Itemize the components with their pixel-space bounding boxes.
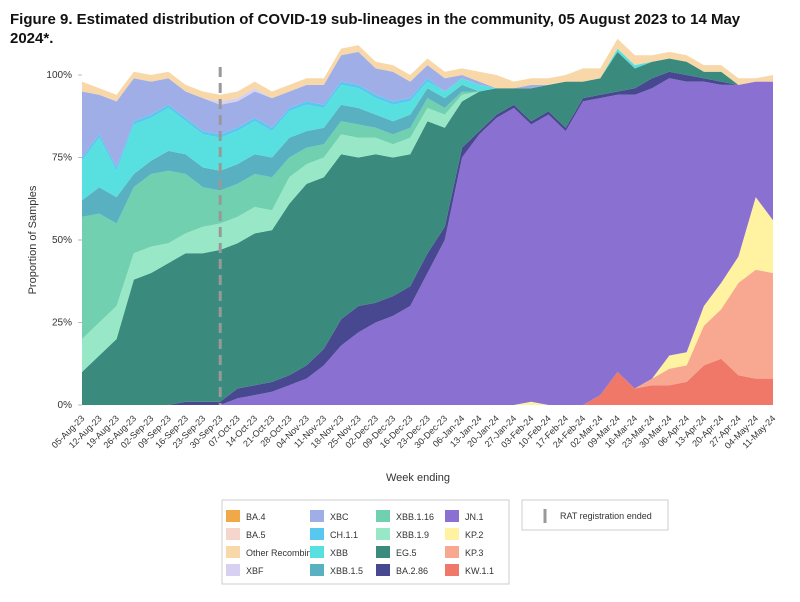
y-tick-label: 75% [52,153,72,164]
legend-label: BA.5 [246,530,266,540]
x-axis-title: Week ending [386,472,450,484]
legend-label: Other Recombinant [246,548,325,558]
annotation-legend-label: RAT registration ended [560,511,652,521]
legend-swatch [310,546,324,558]
chart-title: Figure 9. Estimated distribution of COVI… [10,11,741,47]
legend-box [221,499,510,585]
area [82,78,773,406]
y-tick-label: 50% [52,235,72,246]
legend-swatch [376,546,390,558]
y-axis-title: Proportion of Samples [27,185,39,294]
legend-swatch [445,546,459,558]
legend-label: XBF [246,566,264,576]
legend-swatch [226,510,240,522]
legend-swatch [226,564,240,576]
legend-swatch [376,564,390,576]
annotation-legend-box [521,499,669,531]
legend-swatch [226,528,240,540]
area [82,358,773,405]
legend-label: CH.1.1 [330,530,358,540]
legend-label: KP.2 [465,530,483,540]
legend-swatch [445,510,459,522]
legend-label: EG.5 [396,548,417,558]
y-tick-label: 100% [46,70,72,81]
legend-swatch [310,564,324,576]
legend-label: KP.3 [465,548,483,558]
legend-label: XBB.1.5 [330,566,363,576]
legend-label: BA.2.86 [396,566,428,576]
legend-swatch [310,528,324,540]
legend-swatch [376,528,390,540]
legend-label: BA.4 [246,512,266,522]
legend-label: XBC [330,512,349,522]
area [82,48,773,105]
legend-label: XBB [330,548,348,558]
plot-area [82,38,773,406]
area [82,51,773,406]
legend-swatch [445,564,459,576]
legend-label: KW.1.1 [465,566,494,576]
y-tick-label: 0% [58,400,73,411]
y-tick-label: 25% [52,318,72,329]
legend-swatch [310,510,324,522]
legend-swatch [226,546,240,558]
area [82,38,773,102]
legend-label: XBB.1.9 [396,530,429,540]
legend-swatch [376,510,390,522]
legend-swatch [445,528,459,540]
legend-label: XBB.1.16 [396,512,434,522]
legend-label: JN.1 [465,512,484,522]
area [82,51,773,373]
